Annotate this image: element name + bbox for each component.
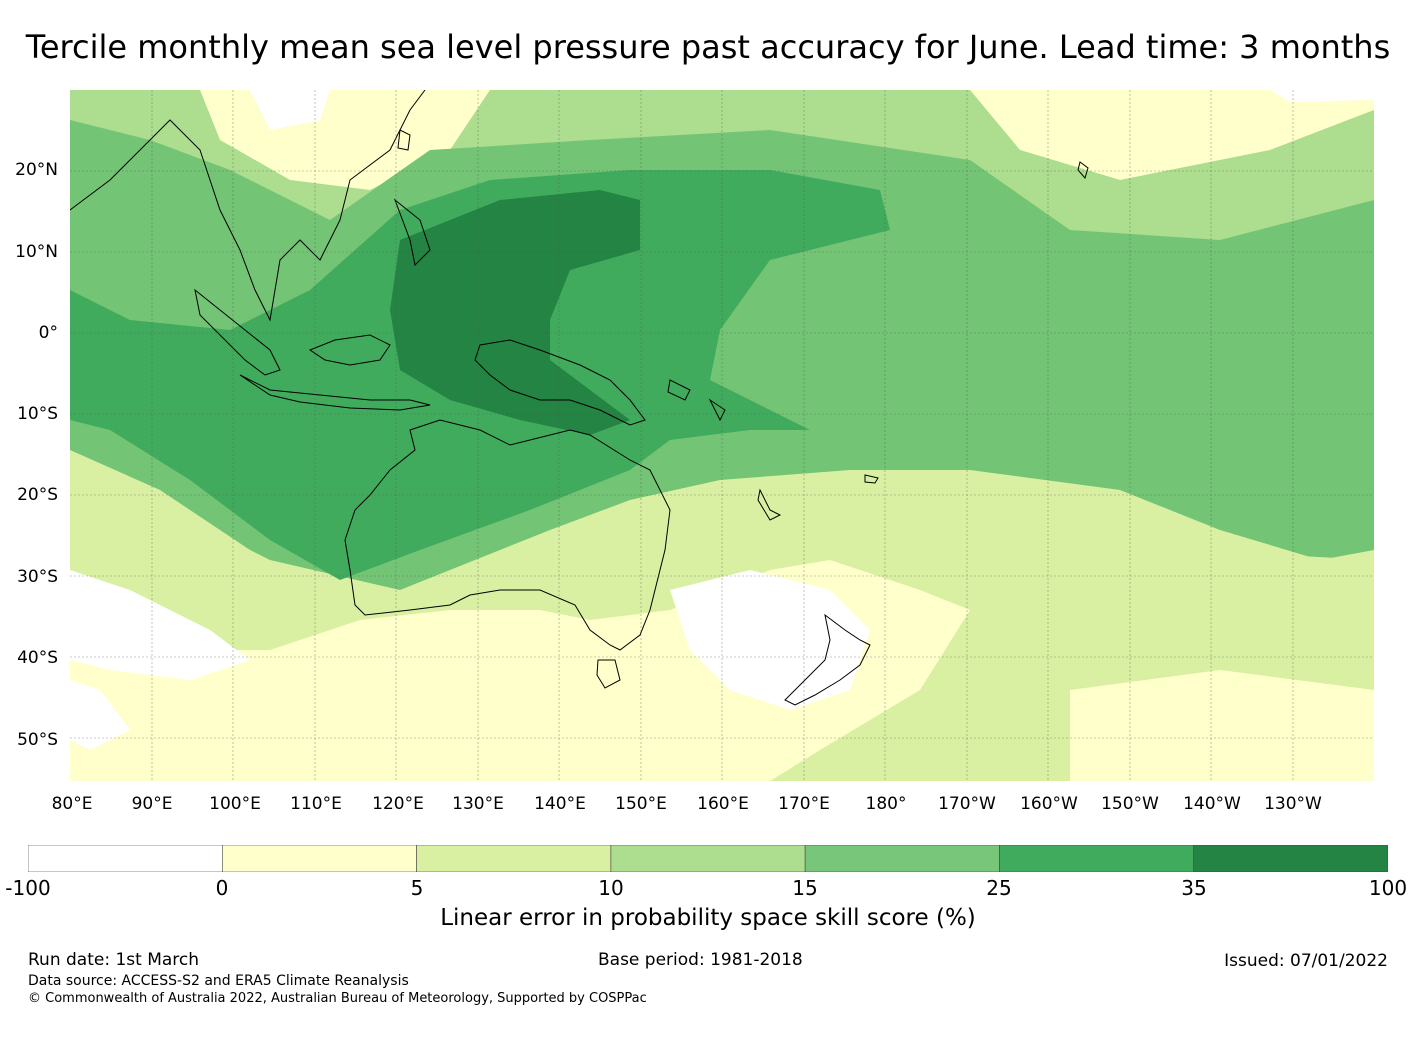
lon-label-100e: 100°E: [209, 794, 261, 814]
colorbar-swatch-neg: [28, 845, 223, 872]
tasmania-coast: [596, 659, 621, 689]
lon-label-140e: 140°E: [534, 794, 586, 814]
sumatra-coast: [194, 288, 281, 376]
colorbar-swatch-25-35: [999, 845, 1195, 872]
region-maritime-continent: [390, 190, 640, 435]
region-indian-ocean-white: [70, 570, 250, 680]
new-caledonia-coast: [757, 488, 782, 521]
colorbar-swatch-5-10: [416, 845, 612, 872]
graticule: [70, 90, 1374, 781]
colorbar-tick-100: 100: [1368, 876, 1408, 900]
chart-title: Tercile monthly mean sea level pressure …: [25, 28, 1391, 66]
colorbar-tick-10: 10: [598, 876, 624, 900]
region-tasman-sea: [670, 570, 870, 710]
philippines-coast: [393, 198, 431, 267]
lon-label-170e: 170°E: [778, 794, 830, 814]
data-source: Data source: ACCESS-S2 and ERA5 Climate …: [28, 973, 409, 989]
region-south-pacific-yellow: [1070, 670, 1374, 781]
lat-label-10s: 10°S: [17, 404, 58, 424]
lon-label-110e: 110°E: [290, 794, 342, 814]
se-asia-coast: [70, 90, 426, 322]
skill-map: [70, 90, 1374, 781]
lon-label-150w: 150°W: [1101, 794, 1159, 814]
colorbar-label: Linear error in probability space skill …: [440, 905, 976, 931]
colorbar-tick-0: 0: [215, 876, 229, 900]
colorbar-tick-35: 35: [1181, 876, 1207, 900]
colorbar-tick-neg100: -100: [5, 876, 51, 900]
hawaii-coast: [1077, 161, 1089, 180]
fiji-coast: [864, 474, 879, 484]
lon-label-80e: 80°E: [51, 794, 93, 814]
colorbar-swatch-10-15: [610, 845, 806, 872]
issued-date: Issued: 07/01/2022: [1224, 951, 1388, 971]
borneo-coast: [308, 334, 391, 366]
colorbar-tick-15: 15: [792, 876, 818, 900]
colorbar-tick-25: 25: [986, 876, 1012, 900]
region-southwest-white: [70, 680, 130, 750]
taiwan-coast: [397, 129, 411, 151]
copyright: © Commonwealth of Australia 2022, Austra…: [28, 991, 647, 1006]
region-china-white: [250, 90, 330, 130]
map-svg: [70, 90, 1374, 781]
solomon-islands: [667, 379, 691, 401]
region-north-pacific-east: [970, 90, 1374, 180]
lat-label-0: 0°: [38, 323, 58, 343]
lon-label-130e: 130°E: [452, 794, 504, 814]
lat-label-10n: 10°N: [15, 242, 58, 262]
run-date: Run date: 1st March: [28, 950, 200, 970]
new-zealand-coast: [784, 613, 871, 706]
lat-label-30s: 30°S: [17, 567, 58, 587]
lon-label-130w: 130°W: [1264, 794, 1322, 814]
lon-label-120e: 120°E: [372, 794, 424, 814]
java-coast: [239, 374, 431, 411]
colorbar-swatch-35-100: [1193, 845, 1388, 872]
base-period: Base period: 1981-2018: [598, 950, 803, 970]
region-northeast-white: [1270, 90, 1374, 102]
australia-coast: [344, 419, 671, 651]
lon-label-150e: 150°E: [615, 794, 667, 814]
lat-label-20n: 20°N: [15, 160, 58, 180]
colorbar-swatch-15-25: [804, 845, 1000, 872]
region-central-pacific: [1150, 350, 1374, 530]
colorbar: [28, 845, 1388, 872]
lat-label-20s: 20°S: [17, 485, 58, 505]
lon-label-170w: 170°W: [938, 794, 996, 814]
new-guinea-coast: [474, 339, 646, 426]
vanuatu-islands: [708, 398, 726, 422]
lat-label-50s: 50°S: [17, 730, 58, 750]
lon-label-160w: 160°W: [1020, 794, 1078, 814]
lon-label-160e: 160°E: [697, 794, 749, 814]
colorbar-swatch-0-5: [222, 845, 417, 872]
coastlines: [70, 90, 1089, 706]
colorbar-tick-5: 5: [410, 876, 424, 900]
lon-label-180: 180°: [865, 794, 907, 814]
lat-label-40s: 40°S: [17, 648, 58, 668]
lon-label-140w: 140°W: [1183, 794, 1241, 814]
lon-label-90e: 90°E: [131, 794, 173, 814]
